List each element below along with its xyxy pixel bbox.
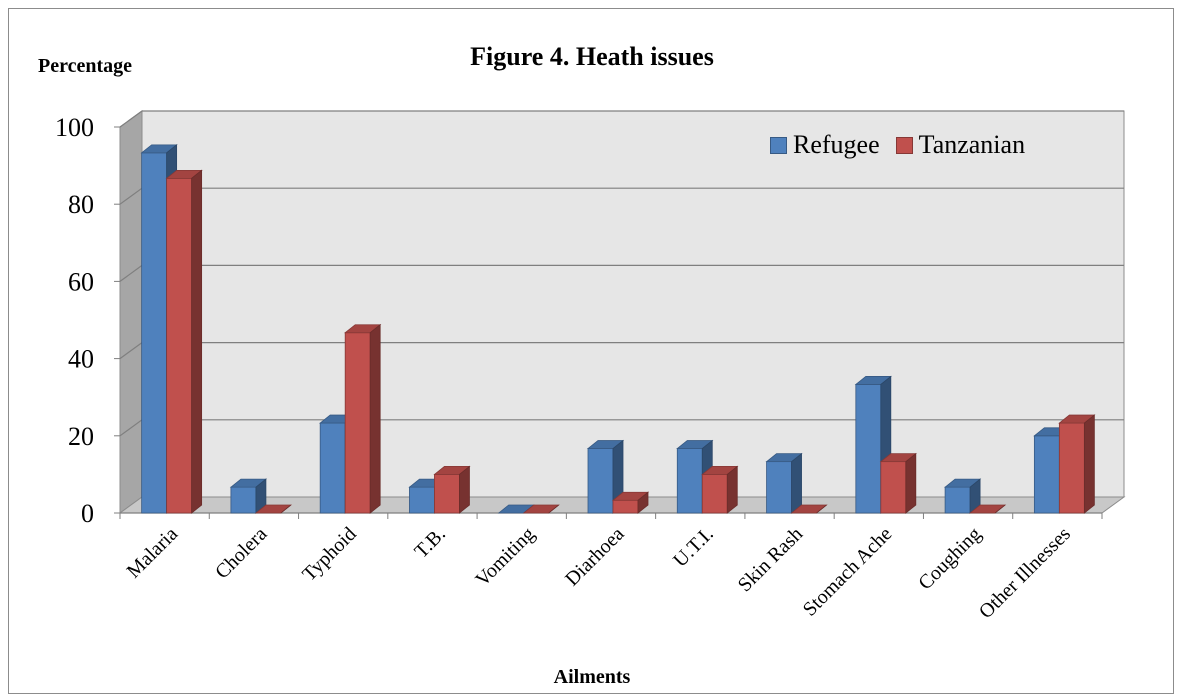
bar-tanzanian-9 [968,504,1007,514]
x-tick-label: T.B. [410,523,450,563]
bar-tanzanian-4 [522,504,560,514]
legend-label-refugee: Refugee [793,130,880,159]
legend-label-tanzanian: Tanzanian [918,130,1026,159]
chart-title: Figure 4. Heath issues [470,42,714,71]
bar-refugee-7 [765,452,803,514]
plot-back-wall [141,110,1125,498]
bar-tanzanian-3 [433,465,471,514]
y-tick-label: 0 [81,499,94,528]
x-tick-label: Stomach Ache [799,523,897,621]
x-tick-label: U.T.I. [669,523,718,572]
bar-refugee-9 [943,478,982,514]
chart-frame [8,8,1174,694]
bar-tanzanian-5 [611,491,650,514]
bar-refugee-1 [229,478,268,514]
x-tick-label: Other Illnesses [975,523,1075,623]
legend-swatch-refugee [770,136,787,154]
legend-item-refugee: Refugee [770,130,880,160]
bar-tanzanian-10 [1058,414,1096,514]
bar-tanzanian-6 [701,465,739,514]
bar-tanzanian-2 [344,323,382,514]
bar-tanzanian-1 [254,504,293,514]
x-tick-label: Skin Rash [734,523,807,596]
x-axis-label: Ailments [553,666,631,688]
x-tick-label: Cholera [211,523,271,583]
y-tick-label: 60 [68,267,94,296]
bar-tanzanian-8 [879,452,917,514]
legend-swatch-tanzanian [895,136,913,154]
bar-tanzanian-0 [165,169,203,514]
x-tick-label: Diarhoea [561,523,628,590]
x-tick-label: Malaria [123,523,183,583]
y-tick-label: 100 [55,113,94,142]
bar-tanzanian-7 [790,504,828,514]
legend-item-tanzanian: Tanzanian [895,130,1026,160]
y-axis-label: Percentage [38,55,133,77]
y-tick-label: 40 [68,345,94,374]
x-tick-label: Vomiting [471,523,539,591]
x-tick-label: Typhoid [298,523,361,586]
y-tick-label: 20 [68,422,94,451]
legend: Refugee Tanzanian [770,130,1041,160]
y-tick-label: 80 [68,190,94,219]
x-tick-label: Coughing [914,523,985,594]
plot-side-wall [119,110,143,514]
gridline [119,110,1124,128]
